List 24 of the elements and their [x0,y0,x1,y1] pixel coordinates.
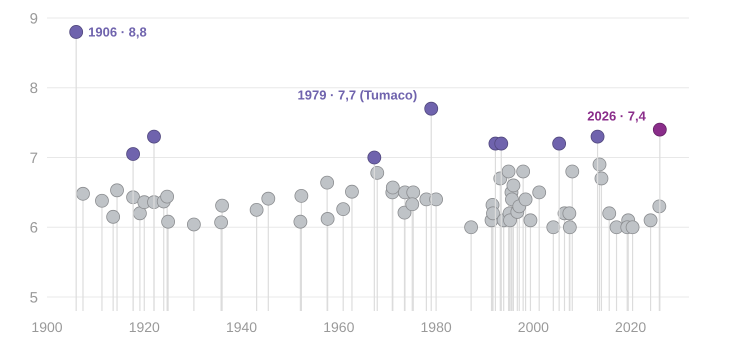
annotation: 1979 · 7,7 (Tumaco) [298,88,418,103]
x-tick-label: 1920 [128,319,160,335]
y-tick-label: 6 [30,220,38,237]
y-tick-label: 5 [30,289,38,306]
x-tick-label: 1900 [31,319,63,335]
point [147,130,161,144]
y-tick-label: 8 [30,80,38,98]
point [367,150,382,164]
point [590,130,604,144]
point [424,102,438,116]
y-tick-label: 7 [30,150,38,167]
point [126,147,140,161]
y-tick-label: 9 [30,10,38,28]
x-tick-label: 2020 [615,319,646,335]
annotation: 1906 · 8,8 [88,24,147,40]
x-tick-label: 1940 [226,319,258,335]
point [652,122,667,137]
x-tick-label: 1980 [420,319,452,335]
x-tick-label: 1960 [323,319,355,335]
point [494,136,508,150]
annotation: 2026 · 7,4 [587,108,647,124]
x-tick-label: 2000 [518,319,550,335]
point [69,25,84,39]
point [552,136,566,150]
